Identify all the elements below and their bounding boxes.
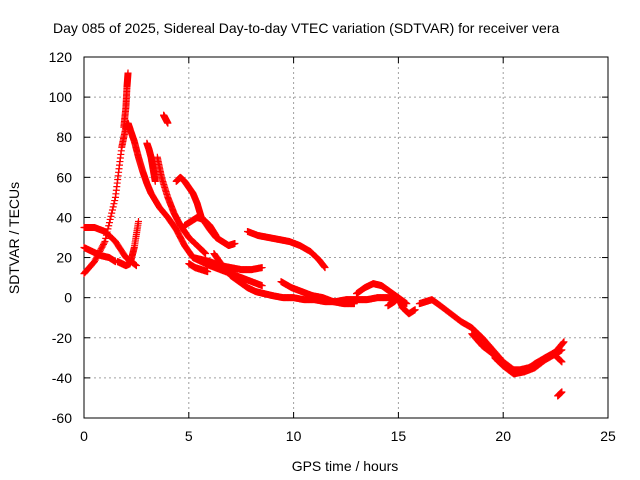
series-arc-10 xyxy=(181,213,220,239)
data-point xyxy=(202,250,210,258)
data-point xyxy=(258,282,266,290)
data-point xyxy=(321,264,329,272)
x-tick-label: 0 xyxy=(80,428,88,444)
data-point xyxy=(350,300,358,308)
data-point xyxy=(111,197,119,205)
series-arc-20 xyxy=(491,350,566,374)
series-arc-21 xyxy=(554,388,566,400)
series-arc-15 xyxy=(277,278,358,308)
series-arc-12 xyxy=(189,254,266,274)
x-tick-label: 20 xyxy=(495,428,511,444)
data-point xyxy=(151,177,159,185)
axis-ticks: 0 5 10 15 20 25 -60 -40 -20 0 20 40 60 80 100 120 xyxy=(49,49,616,444)
x-axis-label: GPS time / hours xyxy=(292,458,399,474)
series-arc-5 xyxy=(114,217,142,270)
y-tick-label: 60 xyxy=(56,169,72,185)
data-points xyxy=(80,69,568,400)
data-point xyxy=(105,219,113,227)
chart-title: Day 085 of 2025, Sidereal Day-to-day VTE… xyxy=(53,20,559,36)
series-arc-18 xyxy=(415,296,566,376)
series-arc-3-spike xyxy=(120,69,132,131)
y-tick-label: -20 xyxy=(52,330,72,346)
series-arc-8 xyxy=(153,153,210,258)
series-arc-6 xyxy=(143,139,159,185)
data-point xyxy=(164,119,172,127)
data-point xyxy=(258,264,266,272)
x-tick-label: 5 xyxy=(185,428,193,444)
plot-frame xyxy=(83,56,609,419)
data-point xyxy=(212,231,220,239)
series-arc-11 xyxy=(185,260,212,276)
data-point xyxy=(132,262,140,270)
series-arc-17 xyxy=(384,294,419,318)
data-point xyxy=(109,203,117,211)
data-point xyxy=(108,209,116,217)
series-arc-4 xyxy=(80,244,119,266)
data-point xyxy=(204,268,212,276)
x-tick-label: 10 xyxy=(286,428,302,444)
series-arc-7 xyxy=(160,111,172,127)
data-point xyxy=(103,228,111,236)
y-tick-label: -60 xyxy=(52,410,72,426)
data-point xyxy=(110,200,118,208)
data-point xyxy=(106,215,114,223)
data-point xyxy=(104,225,112,233)
y-tick-label: 40 xyxy=(56,209,72,225)
y-axis-label: SDTVAR / TECUs xyxy=(6,182,22,294)
x-tick-label: 25 xyxy=(600,428,616,444)
data-point xyxy=(411,306,419,314)
data-point xyxy=(108,206,116,214)
data-point xyxy=(231,240,239,248)
data-point xyxy=(107,212,115,220)
y-tick-label: -40 xyxy=(52,370,72,386)
data-point xyxy=(558,388,566,396)
y-tick-label: 80 xyxy=(56,129,72,145)
data-point xyxy=(560,338,568,346)
y-tick-label: 20 xyxy=(56,250,72,266)
y-tick-label: 100 xyxy=(49,89,73,105)
data-point xyxy=(101,238,109,246)
data-point xyxy=(100,239,108,247)
data-point xyxy=(134,217,142,225)
y-tick-label: 0 xyxy=(64,290,72,306)
data-point xyxy=(124,69,132,77)
x-tick-label: 15 xyxy=(391,428,407,444)
series-arc-14 xyxy=(243,227,329,272)
y-tick-label: 120 xyxy=(49,49,73,65)
data-point xyxy=(102,231,110,239)
data-point xyxy=(102,234,110,242)
data-point xyxy=(105,222,113,230)
data-point xyxy=(558,358,566,366)
